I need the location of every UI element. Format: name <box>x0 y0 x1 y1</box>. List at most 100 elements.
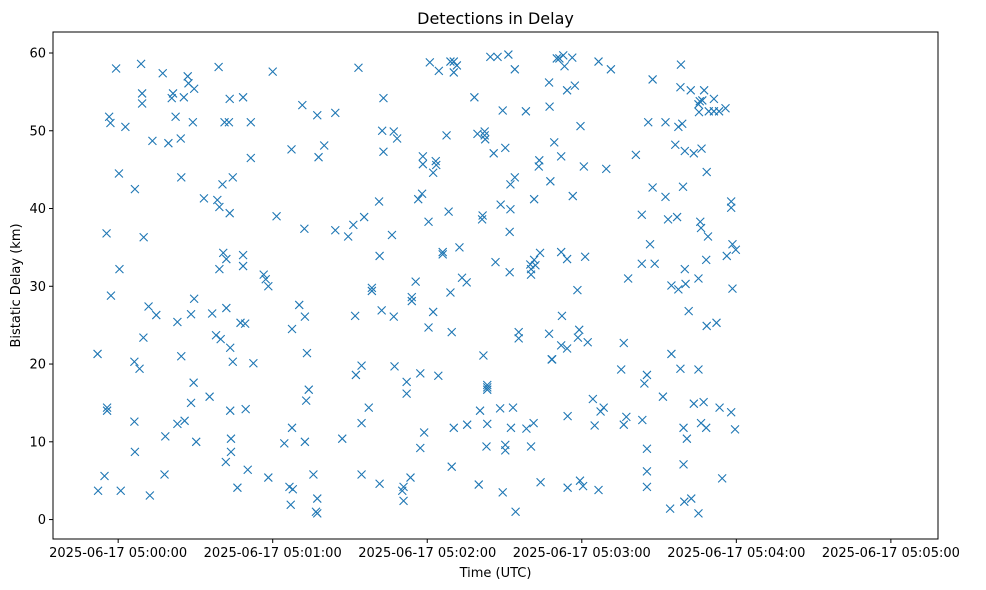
data-point-marker <box>679 423 688 433</box>
data-point-marker <box>701 423 711 433</box>
data-point-marker <box>214 264 224 274</box>
data-point-marker <box>188 117 198 127</box>
data-point-marker <box>137 89 147 98</box>
data-point-marker <box>212 195 222 205</box>
data-point-marker <box>650 259 660 269</box>
data-point-marker <box>268 67 278 77</box>
data-point-marker <box>168 89 178 98</box>
data-point-marker <box>531 260 540 270</box>
data-point-marker <box>434 66 444 76</box>
data-point-marker <box>438 250 448 259</box>
data-point-marker <box>452 61 462 70</box>
data-point-marker <box>116 486 126 496</box>
data-point-marker <box>100 471 109 481</box>
data-point-marker <box>583 337 593 347</box>
data-point-marker <box>387 230 397 240</box>
data-point-marker <box>424 323 433 332</box>
data-point-marker <box>480 131 490 140</box>
data-point-marker <box>425 57 435 67</box>
data-point-marker <box>431 160 441 170</box>
data-point-marker <box>238 261 248 271</box>
data-point-marker <box>106 118 115 128</box>
data-point-marker <box>694 107 704 117</box>
data-point-marker <box>596 407 605 416</box>
data-point-marker <box>319 141 329 150</box>
data-points <box>93 50 741 518</box>
data-point-marker <box>478 211 488 220</box>
data-point-marker <box>411 277 421 287</box>
data-point-marker <box>534 155 544 165</box>
data-point-marker <box>694 508 703 518</box>
data-point-marker <box>558 50 568 60</box>
data-point-marker <box>240 319 250 328</box>
data-point-marker <box>173 317 182 327</box>
data-point-marker <box>684 306 694 316</box>
data-point-marker <box>621 412 631 422</box>
data-point-marker <box>444 207 454 217</box>
y-axis: 0 10 20 30 40 50 60 <box>29 46 53 528</box>
data-point-marker <box>567 53 577 63</box>
data-point-marker <box>407 292 417 302</box>
data-point-marker <box>562 344 572 353</box>
data-point-marker <box>418 152 428 161</box>
data-point-marker <box>214 202 224 212</box>
data-point-marker <box>406 473 415 482</box>
data-point-marker <box>637 415 647 425</box>
data-point-marker <box>714 106 724 116</box>
data-point-marker <box>689 148 699 158</box>
data-point-marker <box>233 483 242 493</box>
data-point-marker <box>556 247 566 257</box>
data-point-marker <box>643 117 653 127</box>
data-point-marker <box>294 300 304 310</box>
data-point-marker <box>510 64 520 74</box>
data-point-marker <box>631 150 641 160</box>
data-point-marker <box>225 94 235 104</box>
x-axis-label: Time (UTC) <box>459 566 532 581</box>
data-point-marker <box>588 394 598 404</box>
data-point-marker <box>480 134 490 144</box>
data-point-marker <box>506 204 515 214</box>
x-tick-label: 2025-06-17 05:02:00 <box>358 546 496 561</box>
data-point-marker <box>263 473 273 482</box>
data-point-marker <box>191 437 201 447</box>
y-tick-label: 30 <box>29 280 46 295</box>
data-point-marker <box>493 52 502 62</box>
data-point-marker <box>722 251 732 261</box>
data-point-marker <box>330 108 340 118</box>
data-point-marker <box>482 382 492 392</box>
data-point-marker <box>300 312 310 321</box>
data-point-marker <box>263 281 273 291</box>
data-point-marker <box>438 247 448 257</box>
plot-frame <box>52 31 939 540</box>
data-point-marker <box>676 60 686 70</box>
data-point-marker <box>144 302 153 311</box>
data-point-marker <box>309 470 318 479</box>
data-point-marker <box>475 406 485 416</box>
data-point-marker <box>726 407 736 417</box>
data-point-marker <box>297 100 307 110</box>
data-point-marker <box>661 192 670 202</box>
data-point-marker <box>696 223 706 233</box>
data-point-marker <box>354 63 363 73</box>
data-point-marker <box>130 447 140 457</box>
data-point-marker <box>579 162 589 171</box>
data-point-marker <box>158 68 168 78</box>
data-point-marker <box>102 406 112 416</box>
data-point-marker <box>697 96 707 105</box>
data-point-marker <box>521 106 531 116</box>
data-point-marker <box>560 61 569 71</box>
data-point-marker <box>686 494 696 503</box>
data-point-marker <box>389 312 399 321</box>
data-point-marker <box>176 134 186 143</box>
data-point-marker <box>642 482 652 492</box>
data-point-marker <box>173 419 182 429</box>
data-point-marker <box>259 270 269 280</box>
data-point-marker <box>367 286 377 296</box>
data-point-marker <box>673 284 683 294</box>
data-point-marker <box>287 145 296 154</box>
data-point-marker <box>474 480 484 489</box>
data-point-marker <box>359 212 369 222</box>
data-point-marker <box>552 54 562 63</box>
data-point-marker <box>106 291 116 300</box>
data-point-marker <box>469 92 479 102</box>
